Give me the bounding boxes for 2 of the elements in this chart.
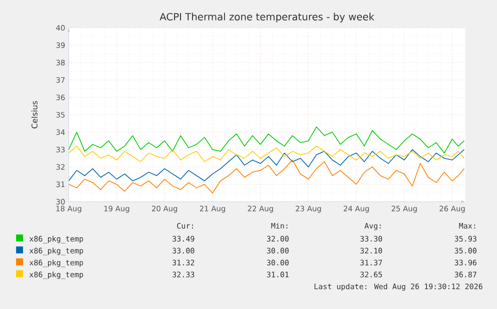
line-series [68,126,465,154]
chart-title: ACPI Thermal zone temperatures - by week [160,12,374,22]
